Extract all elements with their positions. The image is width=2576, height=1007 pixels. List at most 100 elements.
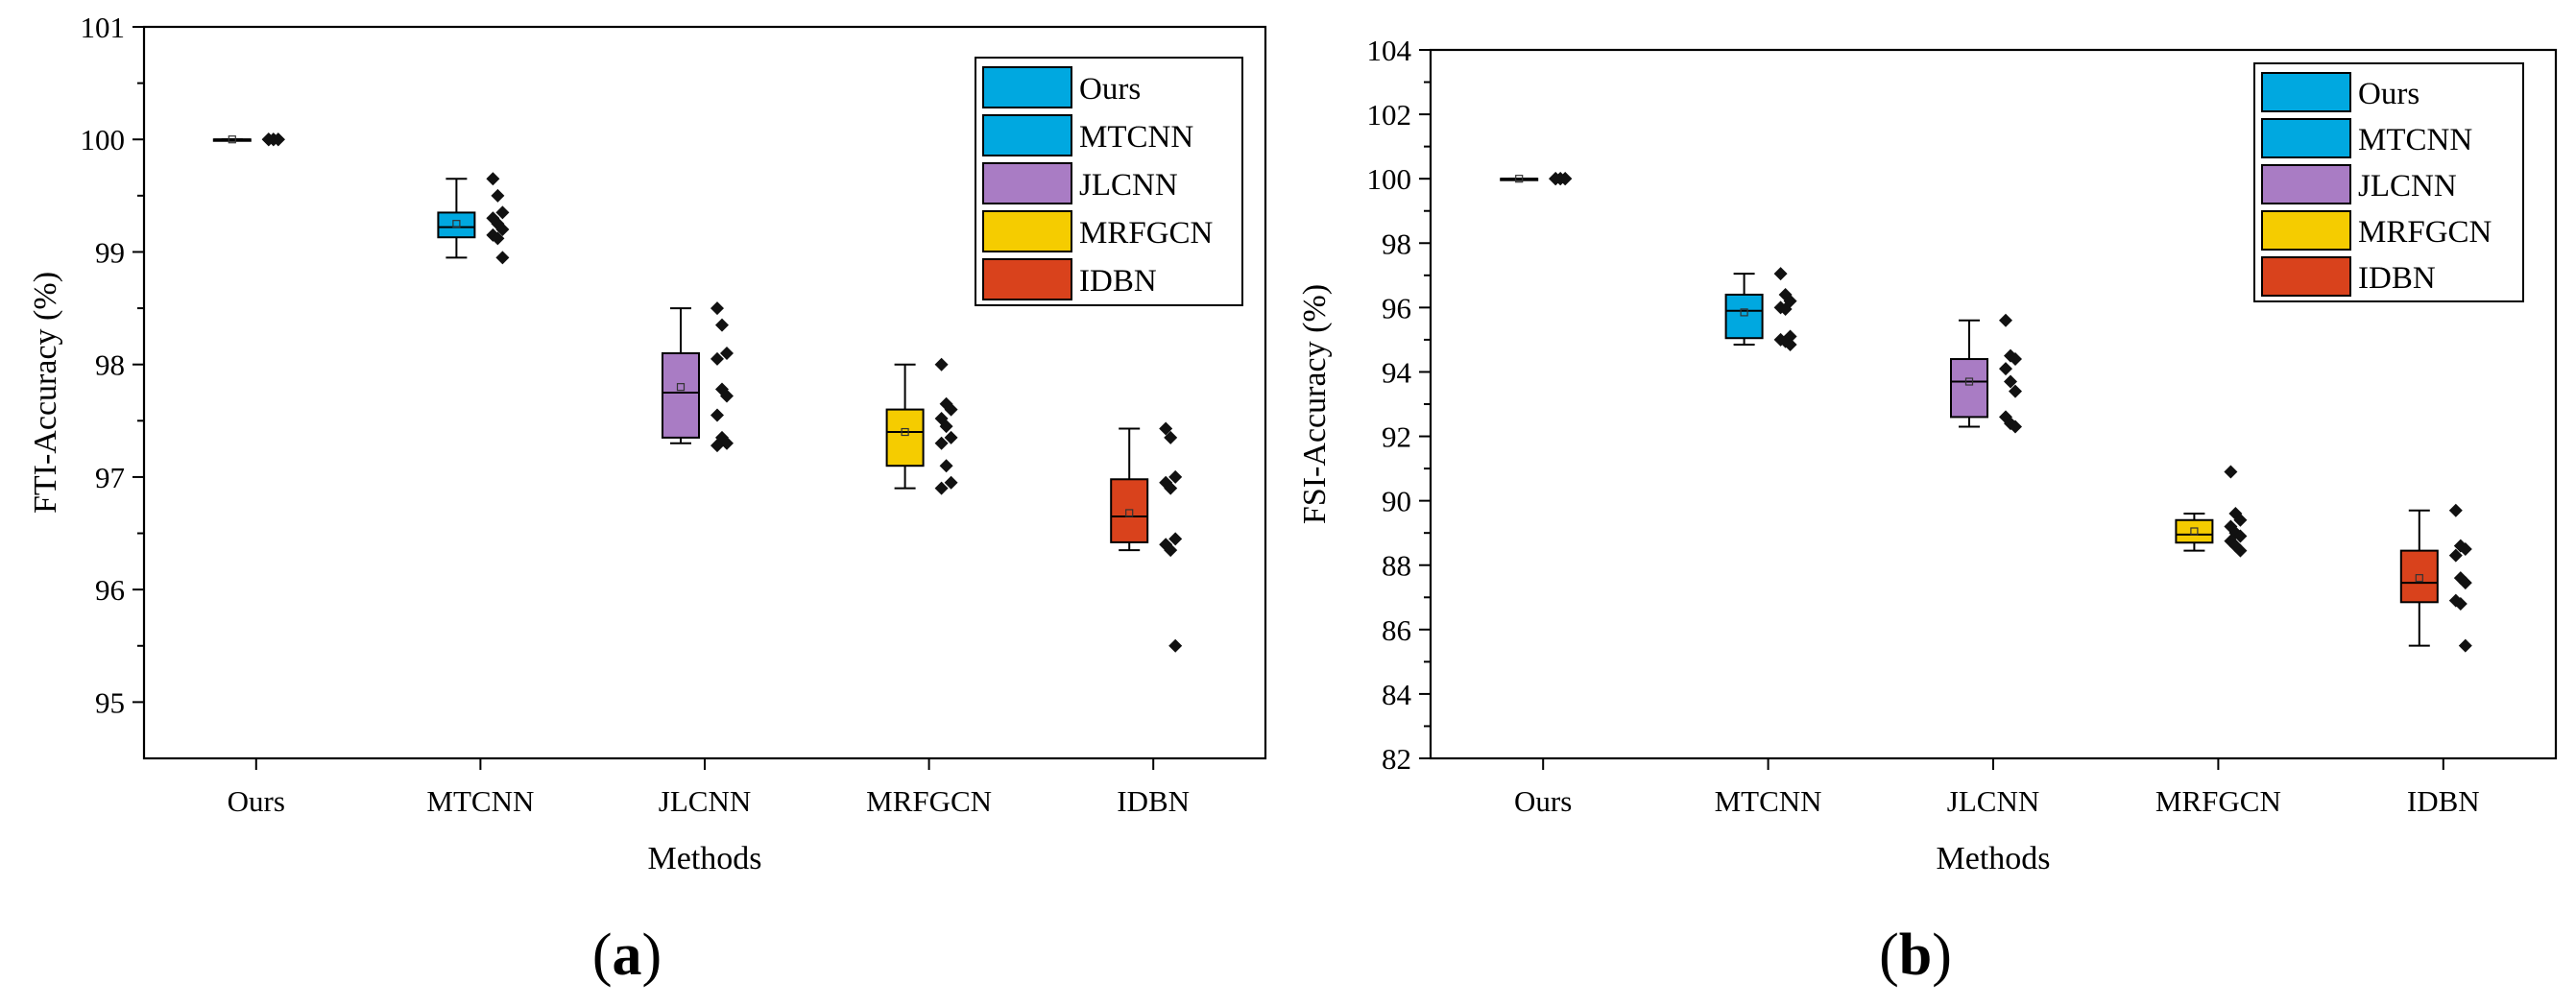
data-point xyxy=(2233,543,2248,558)
y-axis-title: FSI-Accuracy (%) xyxy=(1297,284,1333,524)
data-point xyxy=(944,475,958,490)
data-point xyxy=(2448,548,2463,563)
box-mean xyxy=(1964,377,1974,386)
legend-swatch xyxy=(982,66,1072,108)
legend-swatch xyxy=(982,210,1072,252)
y-tick-label: 96 xyxy=(95,573,125,607)
y-tick-label: 102 xyxy=(1367,98,1412,132)
data-point xyxy=(2458,541,2472,556)
legend-swatch xyxy=(2261,210,2351,251)
data-point xyxy=(934,357,949,372)
x-tick-label: Ours xyxy=(228,784,285,818)
data-point xyxy=(495,223,510,237)
box-iqr xyxy=(1110,478,1149,543)
data-point xyxy=(939,420,953,434)
y-tick-label: 104 xyxy=(1367,34,1412,67)
box-group-mtcnn xyxy=(437,172,510,265)
legend-swatch xyxy=(982,162,1072,204)
x-tick-label: IDBN xyxy=(1117,784,1190,818)
box-mean xyxy=(2415,574,2423,583)
data-point xyxy=(2458,638,2472,653)
data-point xyxy=(944,430,958,444)
data-point xyxy=(491,231,505,246)
data-point xyxy=(720,436,734,450)
box-mean xyxy=(2190,527,2199,536)
data-point xyxy=(934,436,949,450)
box-group-idbn xyxy=(2399,503,2472,653)
y-axis-title: FTI-Accuracy (%) xyxy=(28,272,63,514)
data-point xyxy=(1164,481,1178,495)
legend-label: MRFGCN xyxy=(1079,216,1214,251)
data-point xyxy=(495,251,510,265)
data-point xyxy=(261,132,276,147)
box-iqr xyxy=(2175,518,2214,544)
y-tick-label: 98 xyxy=(95,348,125,382)
data-point xyxy=(1164,543,1178,558)
legend-label: MTCNN xyxy=(2358,123,2472,157)
data-point xyxy=(2448,503,2463,517)
x-tick-label: Ours xyxy=(1514,784,1572,818)
y-tick-label: 99 xyxy=(95,235,125,269)
y-tick-label: 95 xyxy=(95,685,125,719)
data-point xyxy=(1999,362,2012,376)
panel-label-a: (a) xyxy=(592,923,662,988)
box-mean xyxy=(1740,308,1748,317)
legend-swatch xyxy=(2261,256,2351,297)
y-tick-label: 101 xyxy=(81,11,126,44)
legend-swatch xyxy=(2261,164,2351,204)
data-point xyxy=(720,346,734,360)
x-tick-label: MTCNN xyxy=(426,784,534,818)
data-point xyxy=(2233,513,2248,527)
data-point xyxy=(2453,596,2468,611)
legend: Ours MTCNN JLCNN MRFGCN IDBN xyxy=(2253,62,2524,302)
data-point xyxy=(939,459,953,473)
data-point xyxy=(1558,172,1573,186)
x-axis-title: Methods xyxy=(1937,841,2051,876)
panel-label-b: (b) xyxy=(1879,923,1952,988)
y-tick-label: 100 xyxy=(1367,162,1412,196)
data-point xyxy=(710,408,724,422)
legend: Ours MTCNN JLCNN MRFGCN IDBN xyxy=(975,57,1243,306)
box-iqr xyxy=(1724,293,1764,340)
legend-label: MTCNN xyxy=(1079,120,1193,155)
chart-panel-b: 82 84 86 88 90 92 94 96 98 100 102 104 Ours MTCNN JLCN… xyxy=(1297,34,2558,876)
data-point xyxy=(720,389,734,403)
y-tick-label: 82 xyxy=(1382,742,1411,776)
box-iqr xyxy=(662,351,700,439)
x-tick-label: JLCNN xyxy=(1947,784,2039,818)
data-point xyxy=(1168,469,1183,484)
legend-label: Ours xyxy=(2358,77,2420,111)
data-point xyxy=(1549,172,1563,186)
legend-label: IDBN xyxy=(2358,261,2436,296)
data-point xyxy=(2233,529,2248,543)
data-point xyxy=(1168,532,1183,546)
x-tick-label: MRFGCN xyxy=(2155,784,2281,818)
data-point xyxy=(271,132,285,147)
y-tick-label: 88 xyxy=(1382,549,1411,583)
box-group-mrfgcn xyxy=(2175,465,2248,558)
legend-swatch xyxy=(982,258,1072,300)
legend-swatch xyxy=(982,114,1072,156)
box-group-idbn xyxy=(1110,421,1183,653)
data-point xyxy=(710,439,724,453)
box-mean xyxy=(452,220,461,228)
data-point xyxy=(715,318,729,332)
data-point xyxy=(495,205,510,220)
box-iqr xyxy=(2399,549,2439,604)
y-tick-label: 96 xyxy=(1382,291,1411,324)
data-point xyxy=(2458,576,2472,590)
box-group-jlcnn xyxy=(662,301,734,453)
data-point xyxy=(1164,430,1178,444)
box-iqr xyxy=(437,211,476,239)
data-point xyxy=(2004,374,2017,389)
box-mean xyxy=(228,135,236,144)
data-point xyxy=(2009,384,2022,398)
data-point xyxy=(2009,352,2022,367)
x-tick-label: MRFGCN xyxy=(866,784,992,818)
legend-label: JLCNN xyxy=(2358,169,2457,204)
data-point xyxy=(486,172,500,186)
legend-label: Ours xyxy=(1079,72,1141,107)
x-axis-title: Methods xyxy=(648,841,762,876)
data-point xyxy=(1159,421,1173,436)
